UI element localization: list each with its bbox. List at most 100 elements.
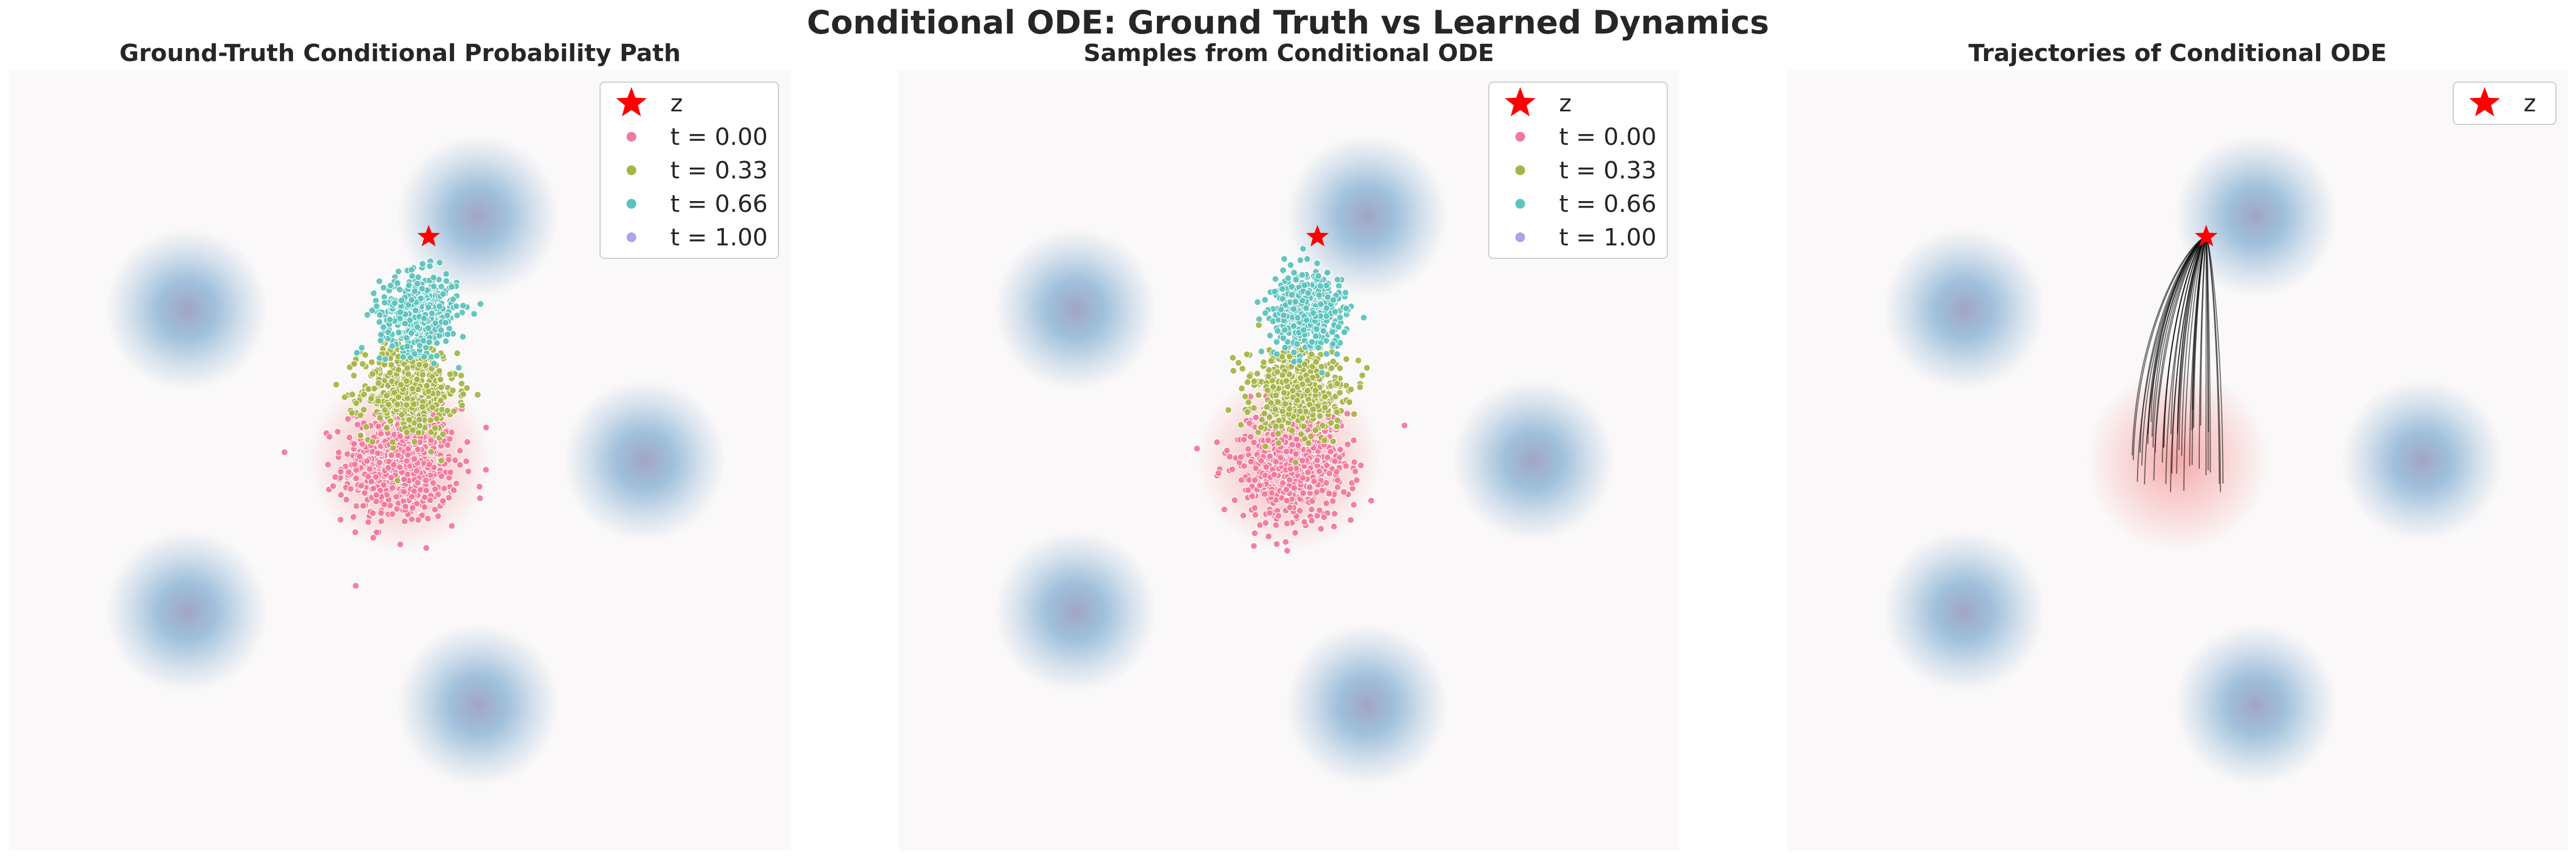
sample-point [394,401,401,408]
sample-point [1282,486,1290,494]
sample-point [1262,519,1269,527]
sample-point [1309,309,1317,317]
sample-point [418,403,427,411]
sample-point [1313,488,1321,496]
sample-point [409,504,416,512]
sample-point [405,416,413,424]
sample-point [445,494,452,502]
sample-point [403,334,410,342]
sample-point [1312,358,1320,366]
sample-point [384,328,392,336]
sample-point [1329,296,1337,304]
sample-point [476,495,484,502]
trajectory-line [2139,236,2207,453]
sample-point [403,401,410,409]
sample-point [352,475,360,482]
sample-point [1290,349,1298,356]
sample-point [396,541,404,548]
legend-dot-icon [627,232,636,242]
sample-point [1318,369,1326,377]
sample-point [351,528,359,536]
source-gaussian [2086,369,2269,552]
sample-point [427,416,435,424]
legend-box [600,82,779,259]
sample-point [1308,338,1316,346]
sample-point [1343,410,1351,417]
sample-point [1367,497,1375,504]
sample-point [425,461,433,468]
legend-dot-icon [627,165,636,175]
sample-point [376,311,384,319]
sample-point [1292,450,1300,458]
sample-point [1254,298,1261,306]
sample-point [390,389,398,397]
legend: z t = 0.00 t = 0.33 t = 0.66 t = 1.00 [600,82,779,259]
sample-point [1352,468,1359,475]
sample-cloud-t0.66 [1254,245,1368,377]
sample-point [1316,506,1323,514]
legend-dot-icon [1515,132,1525,142]
sample-point [381,299,389,306]
sample-point [356,452,364,461]
sample-point [1293,340,1301,348]
sample-point [1237,476,1245,484]
sample-point [350,440,358,448]
sample-point [357,482,365,490]
sample-point [463,438,471,446]
sample-point [1317,301,1324,308]
legend: z [2453,82,2557,125]
legend-star-icon [1505,87,1536,117]
sample-point [1237,453,1244,461]
sample-point [411,350,418,358]
sample-point [1329,340,1336,348]
sample-point [460,390,467,398]
sample-point [1350,436,1357,444]
sample-point [418,511,426,519]
sample-point [400,476,408,483]
sample-point [376,277,383,285]
sample-point [341,394,349,401]
sample-point [1333,379,1341,388]
sample-point [1243,408,1252,416]
sample-point [1331,457,1339,465]
sample-point [1286,352,1294,361]
sample-point [1286,504,1294,511]
sample-point [455,364,463,371]
sample-point [370,290,377,297]
sample-point [1322,312,1330,320]
sample-point [1282,448,1290,456]
sample-point [372,491,380,499]
sample-point [343,496,350,503]
sample-point [1308,505,1315,514]
sample-point [364,473,372,481]
sample-point [350,513,357,521]
sample-point [377,509,385,517]
sample-point [419,371,427,379]
sample-point [1264,532,1273,541]
sample-point [431,424,439,432]
sample-point [1354,357,1362,364]
sample-point [1280,311,1288,319]
sample-point [1299,414,1306,422]
target-gaussian-4 [1883,530,2045,692]
sample-point [1322,479,1330,487]
sample-point [449,386,457,394]
sample-point [1350,410,1358,418]
sample-point [408,515,416,523]
sample-point [1275,417,1283,424]
sample-point [1241,392,1249,401]
sample-point [404,451,412,459]
sample-point [357,432,364,439]
sample-point [427,496,434,504]
sample-point [418,260,427,268]
sample-point [1273,540,1281,548]
sample-point [1226,453,1234,461]
target-gaussian-4 [995,530,1156,692]
sample-point [1333,468,1341,476]
sample-cloud-t0.66 [353,257,484,371]
sample-point [1313,457,1321,464]
sample-point [410,455,418,463]
sample-point [337,491,345,499]
sample-point [1269,383,1277,391]
sample-point [362,351,369,359]
